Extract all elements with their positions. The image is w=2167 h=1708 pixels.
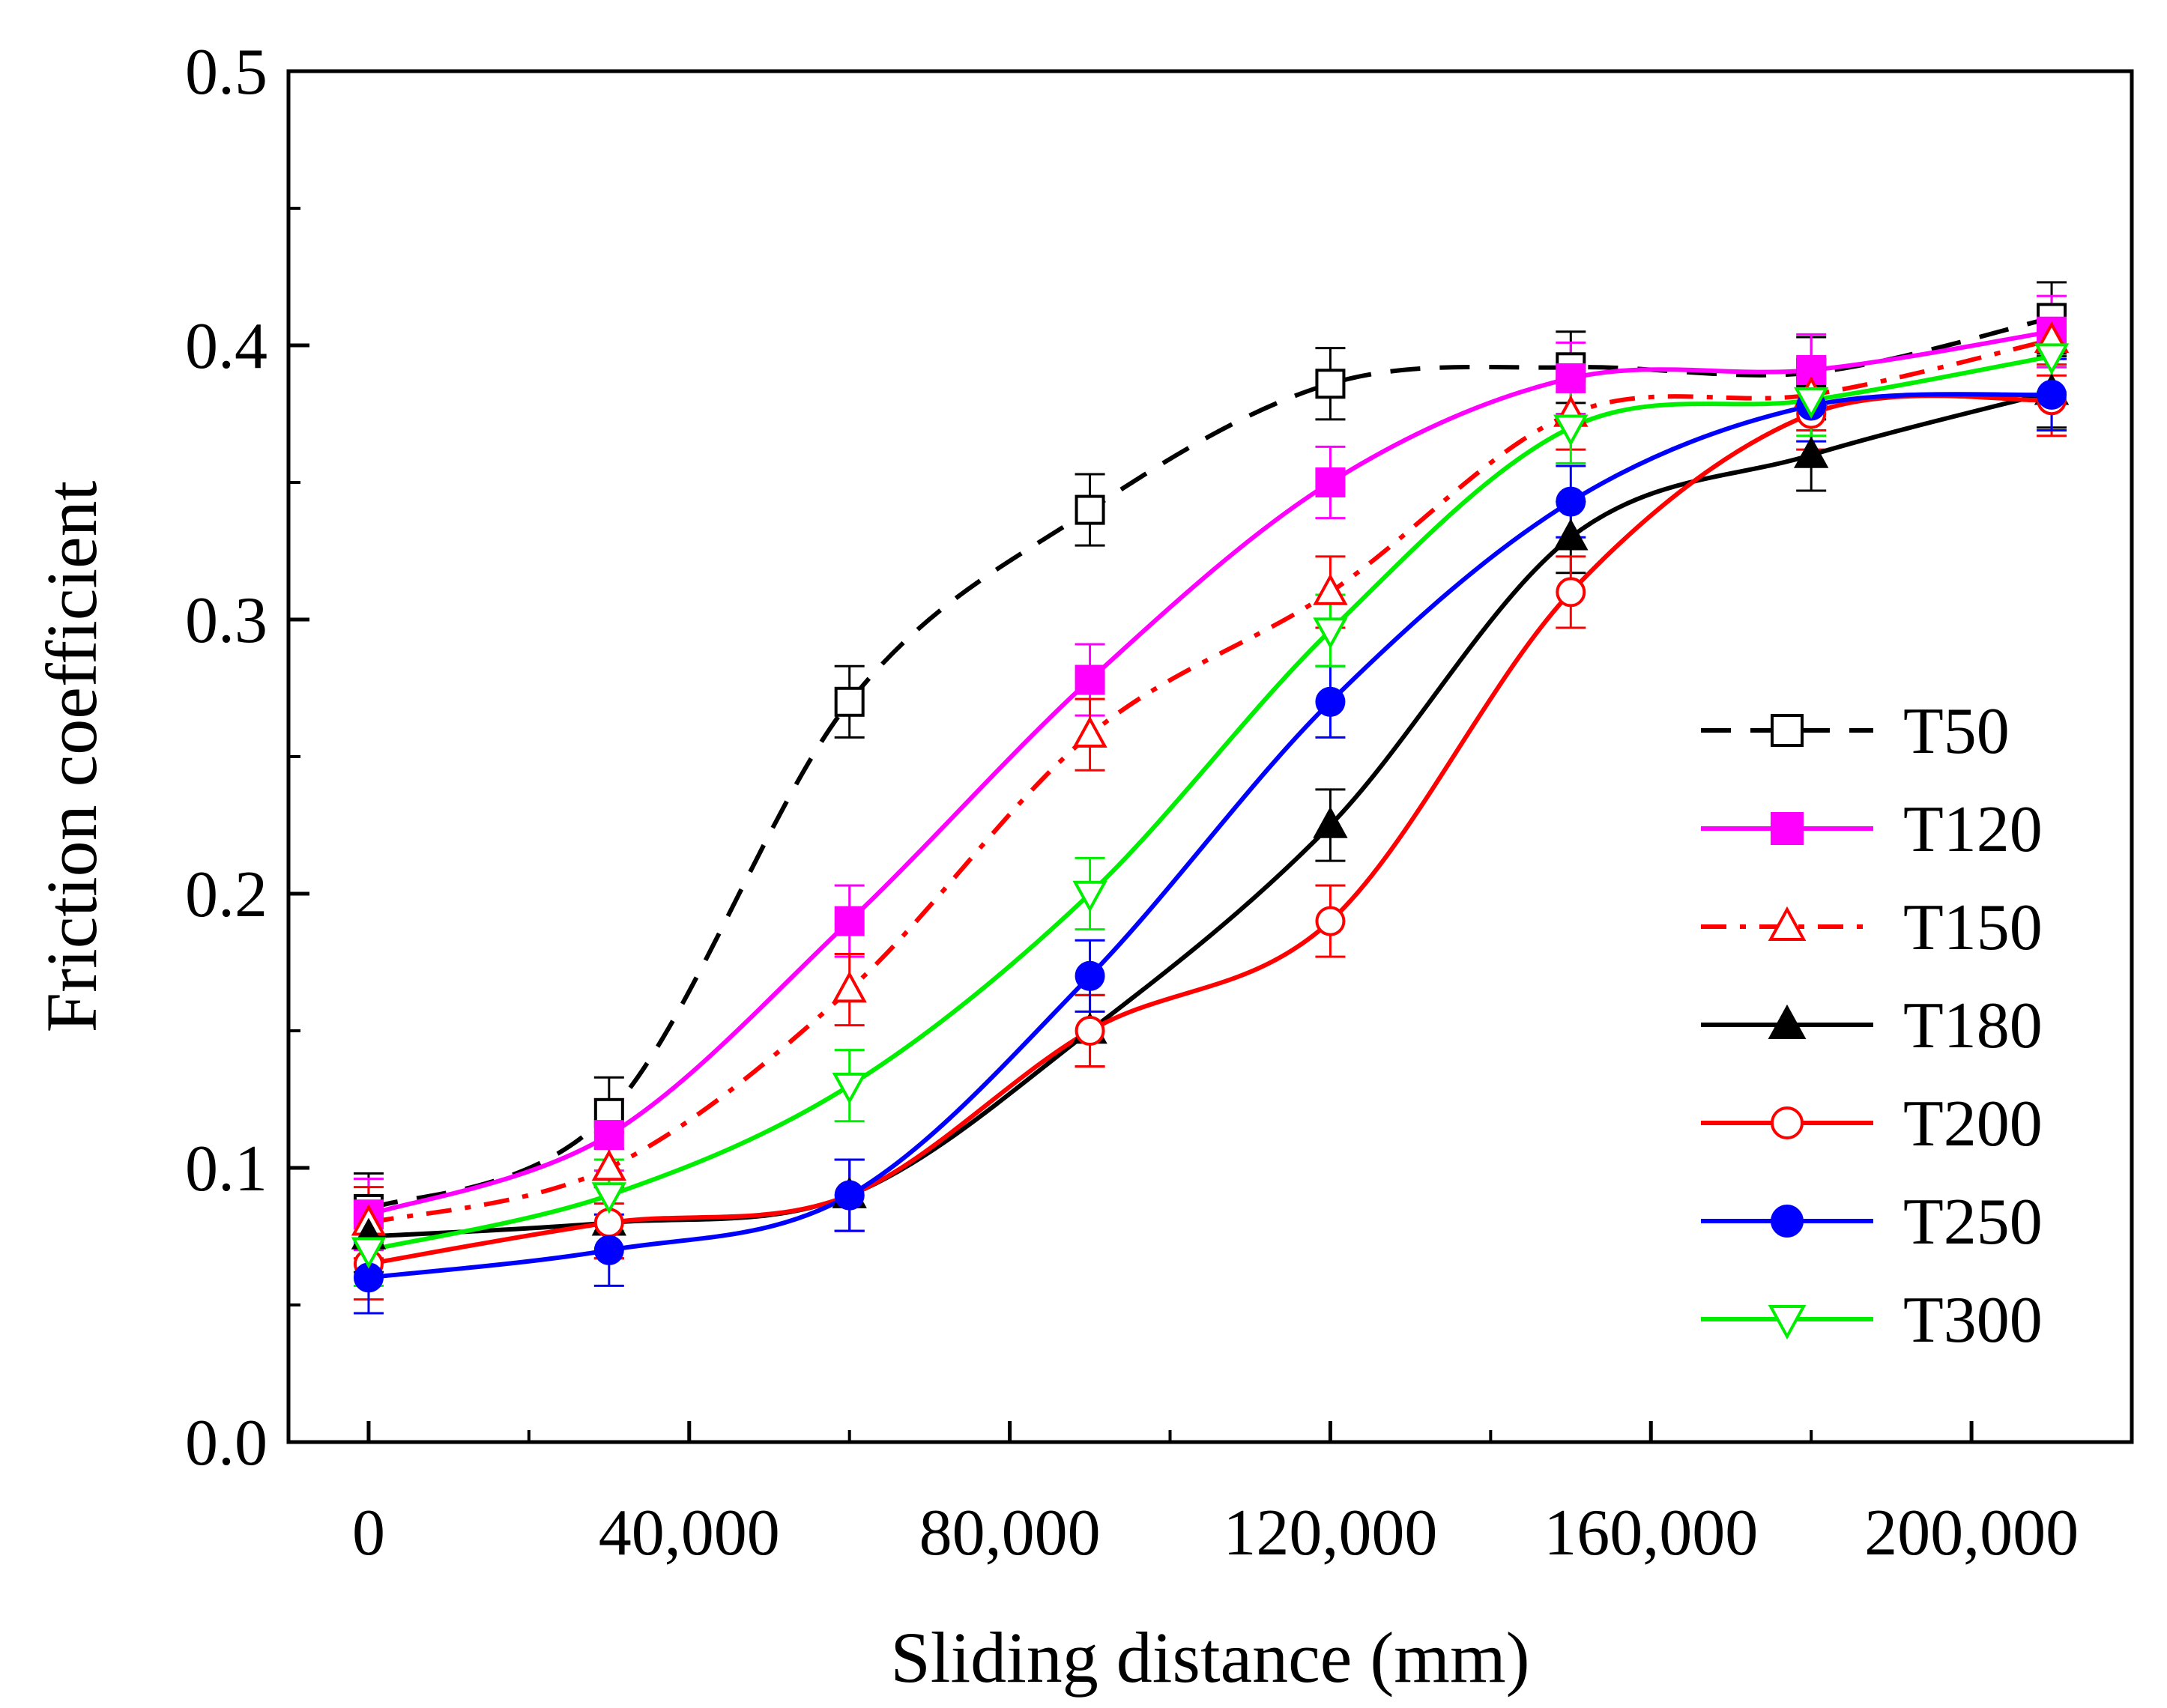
y-tick-label: 0.3 xyxy=(185,584,268,657)
t200-line xyxy=(368,393,2052,1267)
series-markers xyxy=(351,303,2070,1293)
t180-point xyxy=(1553,518,1589,551)
series-lines xyxy=(367,315,2052,1280)
y-tick-label: 0.0 xyxy=(185,1407,268,1480)
t150-point xyxy=(591,1149,627,1181)
t200-point xyxy=(1315,906,1346,936)
legend: T50 T120 T150 T180 T200 T250 T300 xyxy=(1701,695,2043,1357)
legend-marker-t180 xyxy=(1768,1004,1807,1039)
x-tick-label: 0 xyxy=(352,1497,385,1569)
t250-point xyxy=(1556,486,1586,517)
t250-point xyxy=(1075,960,1105,991)
t150-point xyxy=(1313,573,1348,605)
x-tick-label: 120,000 xyxy=(1223,1497,1437,1569)
t120-point xyxy=(1315,467,1346,497)
t120-line xyxy=(368,329,2052,1217)
legend-label-t180: T180 xyxy=(1903,990,2043,1062)
t300-point xyxy=(1793,387,1829,420)
t300-point xyxy=(1313,617,1348,649)
legend-marker-t250 xyxy=(1771,1205,1804,1238)
legend-label-t200: T200 xyxy=(1903,1088,2043,1160)
t300-point xyxy=(1553,414,1589,446)
t300-point xyxy=(1072,880,1107,912)
x-axis-title: Sliding distance (mm) xyxy=(890,1617,1529,1698)
t150-point xyxy=(1072,715,1107,748)
legend-marker-t200 xyxy=(1771,1106,1804,1139)
legend-label-t300: T300 xyxy=(1903,1284,2043,1357)
legend-marker-t50 xyxy=(1771,714,1804,747)
t150-point xyxy=(832,971,867,1003)
t200-point xyxy=(1556,577,1586,608)
legend-label-t50: T50 xyxy=(1903,695,2010,768)
legend-label-t250: T250 xyxy=(1903,1186,2043,1259)
legend-marker-t300 xyxy=(1768,1305,1807,1340)
t300-point xyxy=(2034,343,2070,375)
axis-ticks xyxy=(288,69,1974,1444)
t150-line xyxy=(368,337,2052,1226)
t50-point xyxy=(1315,369,1346,399)
y-axis-title: Friction coefficient xyxy=(31,480,112,1032)
t120-point xyxy=(1556,363,1586,393)
t200-point xyxy=(1075,1016,1105,1046)
x-tick-label: 80,000 xyxy=(919,1497,1101,1569)
x-tick-label: 160,000 xyxy=(1544,1497,1758,1569)
x-tick-label: 40,000 xyxy=(599,1497,780,1569)
t300-point xyxy=(832,1072,867,1105)
legend-marker-t120 xyxy=(1771,812,1804,845)
plot-frame xyxy=(286,69,2134,1444)
t300-line xyxy=(368,354,2052,1253)
t300-point xyxy=(351,1237,387,1269)
t120-point xyxy=(1075,664,1105,695)
legend-marker-t150 xyxy=(1768,906,1807,941)
t300-point xyxy=(591,1182,627,1214)
legend-label-t120: T120 xyxy=(1903,793,2043,866)
t250-point xyxy=(2037,379,2067,410)
t50-point xyxy=(1075,494,1105,525)
x-tick-label: 200,000 xyxy=(1864,1497,2079,1569)
legend-label-t150: T150 xyxy=(1903,891,2043,964)
t50-point xyxy=(834,686,865,717)
t250-point xyxy=(593,1235,624,1265)
t120-point xyxy=(834,906,865,936)
y-tick-label: 0.5 xyxy=(185,36,268,109)
y-tick-label: 0.4 xyxy=(185,310,268,383)
t250-line xyxy=(368,392,2052,1280)
y-tick-label: 0.2 xyxy=(185,858,268,931)
y-tick-label: 0.1 xyxy=(185,1133,268,1205)
t180-point xyxy=(1793,436,1829,468)
t250-point xyxy=(834,1180,865,1211)
t250-point xyxy=(1315,686,1346,717)
t180-point xyxy=(1313,806,1348,838)
tick-labels: 0 40,000 80,000 120,000 160,000 200,000 0.0 0.1… xyxy=(185,36,2079,1569)
t50-line xyxy=(367,315,2052,1211)
t120-point xyxy=(593,1120,624,1151)
